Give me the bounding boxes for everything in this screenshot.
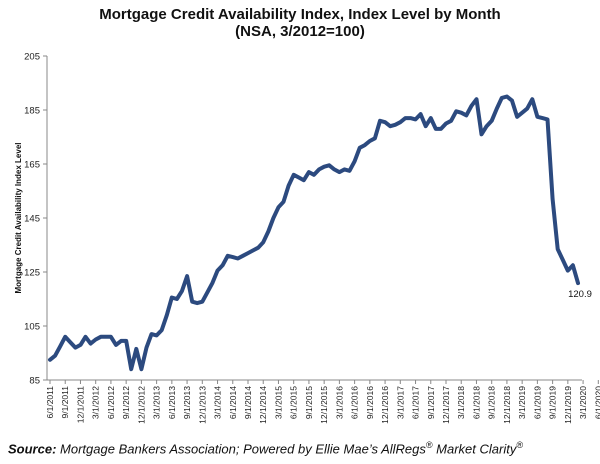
y-tick-label: 145 [24,214,40,225]
x-tick-label: 9/1/2015 [304,386,314,419]
x-tick-label: 12/1/2012 [136,386,146,424]
x-tick-label: 3/1/2012 [91,386,101,419]
x-tick-label: 9/1/2016 [365,386,375,419]
x-tick-label: 6/1/2020 [593,386,600,419]
x-tick-label: 12/1/2016 [380,386,390,424]
annotation-group: 120.9 [568,289,592,300]
x-tick-label: 3/1/2018 [456,386,466,419]
x-axis: 6/1/2011 9/1/2011 12/1/2011 3/1/2012 6/1/201… [45,379,600,424]
source-text-2: Market Clarity [432,441,517,457]
x-tick-label: 3/1/2016 [334,386,344,419]
x-tick-label: 9/1/2014 [243,386,253,419]
x-tick-label: 9/1/2019 [548,386,558,419]
x-tick-label: 3/1/2017 [395,386,405,419]
chart-subtitle: (NSA, 3/2012=100) [235,23,365,40]
source-label: Source: [8,441,57,457]
y-tick-label: 105 [24,322,40,333]
x-tick-label: 3/1/2020 [578,386,588,419]
series-group [48,94,580,372]
x-tick-label: 6/1/2016 [350,386,360,419]
x-tick-label: 6/1/2013 [167,386,177,419]
x-tick-label: 6/1/2019 [532,386,542,419]
x-tick-label: 9/1/2013 [182,386,192,419]
x-tick-label: 12/1/2015 [319,386,329,424]
x-tick-label: 6/1/2012 [106,386,116,419]
x-tick-label: 3/1/2019 [517,386,527,419]
x-tick-label: 12/1/2017 [441,386,451,424]
source-text: Mortgage Bankers Association; Powered by… [60,441,426,457]
x-tick-label: 6/1/2014 [228,386,238,419]
y-axis: 85 105 125 145 165 185 205 [24,52,48,387]
registered-mark-2: ® [516,440,523,450]
x-tick-label: 3/1/2015 [273,386,283,419]
series-line [48,94,580,372]
x-tick-label: 6/1/2017 [411,386,421,419]
chart-title-block: Mortgage Credit Availability Index, Inde… [0,6,600,40]
x-tick-label: 6/1/2011 [45,386,55,419]
last-value-label: 120.9 [568,289,592,300]
x-tick-label: 12/1/2014 [258,386,268,424]
y-tick-label: 125 [24,268,40,279]
y-tick-label: 205 [24,52,40,63]
x-tick-label: 12/1/2013 [197,386,207,424]
y-tick-label: 185 [24,106,40,117]
x-tick-label: 12/1/2018 [502,386,512,424]
x-tick-label: 6/1/2018 [471,386,481,419]
x-tick-label: 6/1/2015 [289,386,299,419]
x-tick-label: 9/1/2018 [487,386,497,419]
x-tick-label: 3/1/2014 [213,386,223,419]
source-line: Source: Mortgage Bankers Association; Po… [8,440,523,456]
y-tick-label: 165 [24,160,40,171]
registered-mark-1: ® [425,440,433,450]
y-tick-label: 85 [29,376,40,387]
x-tick-label: 12/1/2011 [75,386,85,423]
x-tick-label: 9/1/2011 [60,386,70,419]
chart-title: Mortgage Credit Availability Index, Inde… [99,6,501,23]
x-tick-label: 9/1/2012 [121,386,131,419]
x-tick-label: 9/1/2017 [426,386,436,419]
x-tick-label: 3/1/2013 [152,386,162,419]
x-tick-label: 12/1/2019 [563,386,573,424]
y-axis-label: Mortgage Credit Availability Index Level [14,143,23,294]
